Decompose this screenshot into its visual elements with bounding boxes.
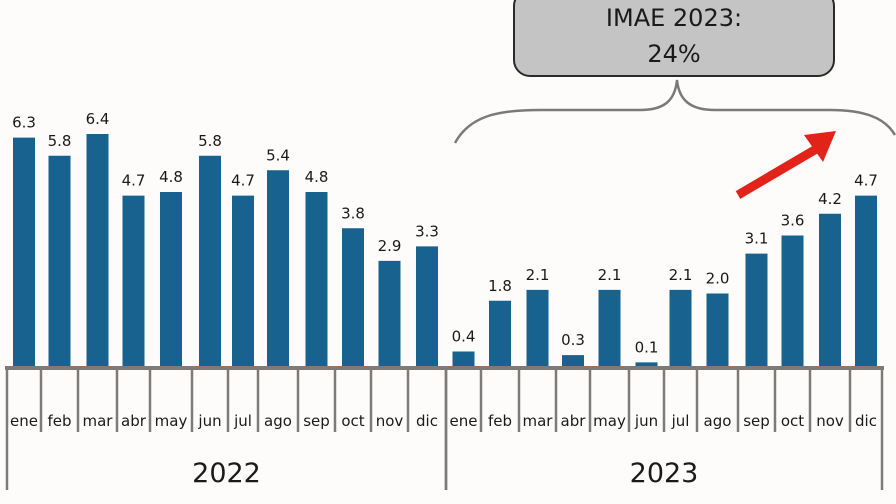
bar-2023-feb	[489, 300, 511, 366]
bar-2022-ago	[267, 170, 289, 366]
bar-2023-ene	[452, 351, 475, 366]
month-tick-label: dic	[855, 412, 877, 430]
bar-2023-abr	[562, 355, 584, 366]
month-tick-label: jul	[233, 412, 252, 430]
data-label: 4.7	[854, 172, 878, 190]
month-tick-label: may	[593, 412, 626, 430]
bar-2022-ene	[13, 137, 35, 366]
callout-line1: IMAE 2023:	[606, 4, 742, 32]
callout-line2: 24%	[647, 40, 700, 68]
brace	[453, 79, 896, 144]
data-label: 4.7	[231, 172, 255, 190]
month-tick-label: mar	[523, 412, 554, 430]
trend-arrow-icon	[735, 131, 836, 199]
bar-2023-dic	[855, 195, 877, 366]
data-label: 3.6	[781, 212, 805, 230]
month-tick-label: ago	[704, 412, 732, 430]
data-label: 2.9	[378, 237, 402, 255]
data-label: 4.8	[305, 168, 329, 186]
data-label: 2.0	[706, 270, 730, 288]
month-tick-label: nov	[376, 412, 404, 430]
data-label: 1.8	[488, 277, 512, 295]
data-label: 0.1	[635, 338, 659, 356]
bar-2023-jul	[669, 289, 692, 366]
bar-2023-ago	[706, 293, 729, 366]
data-label: 5.4	[266, 146, 290, 164]
data-label: 5.8	[48, 132, 72, 150]
month-tick-label: jul	[671, 412, 690, 430]
month-tick-label: sep	[303, 412, 330, 430]
data-label: 6.3	[12, 114, 36, 132]
month-tick-label: feb	[47, 412, 71, 430]
month-tick-label: nov	[816, 412, 844, 430]
data-label: 3.3	[415, 222, 439, 240]
data-label: 2.1	[598, 266, 622, 284]
month-tick-label: ago	[264, 412, 292, 430]
month-tick-label: may	[155, 412, 188, 430]
month-tick-label: sep	[743, 412, 770, 430]
bar-2022-may	[160, 192, 182, 366]
data-label: 0.4	[452, 328, 476, 346]
data-label: 0.3	[561, 331, 585, 349]
month-tick-label: oct	[781, 412, 804, 430]
bar-2023-sep	[745, 253, 768, 366]
month-tick-label: dic	[416, 412, 438, 430]
month-tick-label: feb	[488, 412, 512, 430]
bar-2023-oct	[781, 235, 804, 366]
bar-2023-jun	[635, 362, 658, 366]
data-label: 2.1	[526, 266, 550, 284]
month-tick-label: jun	[634, 412, 658, 430]
bar-2022-sep	[305, 192, 328, 366]
data-label: 4.2	[818, 190, 842, 208]
callout-box	[513, 0, 835, 77]
bar-2022-nov	[378, 260, 401, 366]
month-tick-label: jun	[197, 412, 221, 430]
month-tick-label: ene	[450, 412, 478, 430]
data-label: 5.8	[198, 132, 222, 150]
year-label: 2023	[630, 458, 699, 489]
data-label: 6.4	[86, 110, 110, 128]
bar-2022-oct	[342, 228, 364, 366]
data-label: 4.7	[122, 172, 146, 190]
bar-2022-jul	[232, 195, 254, 366]
month-tick-label: mar	[83, 412, 114, 430]
month-tick-label: abr	[121, 412, 147, 430]
month-tick-label: abr	[561, 412, 587, 430]
year-label: 2022	[192, 458, 261, 489]
bar-2023-nov	[819, 213, 841, 366]
bar-2023-mar	[526, 289, 549, 366]
month-tick-label: ene	[10, 412, 38, 430]
data-label: 3.1	[745, 230, 769, 248]
data-label: 3.8	[341, 204, 365, 222]
bar-2022-feb	[48, 155, 71, 366]
bar-2022-jun	[199, 155, 221, 366]
month-tick-label: oct	[341, 412, 364, 430]
bar-2022-mar	[86, 134, 109, 366]
data-label: 2.1	[669, 266, 693, 284]
bar-2022-dic	[416, 246, 438, 366]
data-label: 4.8	[159, 168, 183, 186]
bar-2023-may	[598, 289, 621, 366]
bar-2022-abr	[122, 195, 145, 366]
